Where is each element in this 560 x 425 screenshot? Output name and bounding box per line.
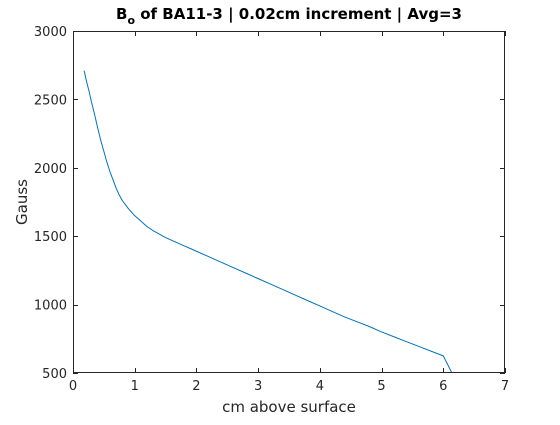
title-rest: of BA11-3 | 0.02cm increment | Avg=3 [135,5,462,24]
x-tick-label: 4 [316,379,324,394]
y-tick-label: 2000 [34,162,67,177]
x-tick-label: 2 [192,379,200,394]
y-tick-label: 1000 [34,299,67,314]
x-tick-label: 7 [501,379,509,394]
x-tick-label: 0 [69,379,77,394]
chart-marks [83,70,453,373]
x-axis-label: cm above surface [222,398,356,416]
x-tick-label: 3 [254,379,262,394]
x-tick-label: 1 [131,379,139,394]
x-tick-label: 5 [377,379,385,394]
series-line-1 [83,70,453,373]
y-tick-label: 1500 [34,230,67,245]
y-axis-label: Gauss [13,179,31,225]
chart-title: Bo of BA11-3 | 0.02cm increment | Avg=3 [116,5,462,27]
y-tick-label: 2500 [34,93,67,108]
title-main: B [116,5,127,23]
tick-labels: 0 1 2 3 4 5 6 7 500 1000 1500 2000 2500 3000 [34,25,509,394]
title-subscript: o [127,14,135,27]
axes [73,31,506,374]
plot-area [73,31,505,373]
x-tick-label: 6 [439,379,447,394]
y-tick-label: 500 [42,367,67,382]
axes-box [73,31,505,373]
y-tick-label: 3000 [34,25,67,40]
